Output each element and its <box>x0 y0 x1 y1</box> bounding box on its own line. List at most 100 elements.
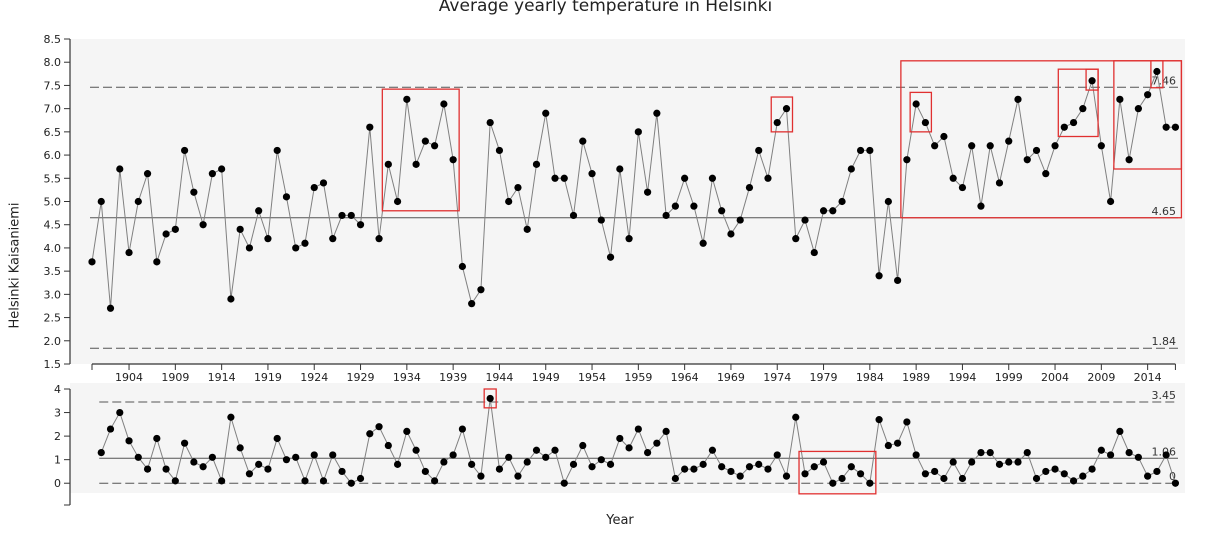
data-point <box>1134 105 1142 113</box>
data-point <box>792 413 800 421</box>
data-point <box>671 202 679 210</box>
data-point <box>542 109 550 117</box>
data-point <box>421 137 429 145</box>
data-point <box>1023 449 1031 457</box>
data-point <box>301 477 309 485</box>
data-point <box>1153 467 1161 476</box>
data-point <box>718 207 726 215</box>
data-point <box>412 446 420 454</box>
data-point <box>97 449 105 457</box>
data-point <box>569 460 578 468</box>
y-tick-label: 3.5 <box>44 265 62 278</box>
data-point <box>495 465 504 473</box>
data-point <box>1042 170 1050 178</box>
data-point <box>319 179 328 187</box>
data-point <box>958 183 967 192</box>
y-tick-label: 3.0 <box>44 288 62 301</box>
data-point <box>579 441 587 450</box>
data-point <box>412 160 420 168</box>
data-point <box>1097 142 1105 150</box>
data-point <box>764 174 772 182</box>
data-point <box>847 165 855 173</box>
data-point <box>940 474 948 483</box>
data-point <box>403 95 411 103</box>
data-point <box>514 183 522 192</box>
data-point <box>949 458 957 466</box>
data-point <box>931 142 939 150</box>
data-point <box>995 460 1004 468</box>
data-point <box>1014 95 1022 103</box>
data-point <box>1005 458 1013 466</box>
data-point <box>356 474 365 483</box>
data-point <box>125 248 133 257</box>
data-point <box>1134 453 1142 461</box>
data-point <box>403 427 411 435</box>
data-point <box>199 463 207 471</box>
data-point <box>134 197 142 206</box>
data-point <box>856 470 865 478</box>
data-point <box>421 467 429 476</box>
x-tick-label: 1999 <box>995 371 1023 384</box>
data-point <box>375 235 383 243</box>
data-point <box>644 188 652 196</box>
x-tick-label: 1949 <box>532 371 560 384</box>
x-tick-label: 1919 <box>254 371 282 384</box>
data-point <box>727 230 735 238</box>
data-point <box>218 165 226 173</box>
x-tick-label: 1939 <box>439 371 467 384</box>
data-point <box>440 458 448 466</box>
data-point <box>597 456 605 464</box>
x-tick-label: 1954 <box>578 371 606 384</box>
data-point <box>393 460 402 468</box>
data-point <box>236 225 244 233</box>
data-point <box>662 211 670 220</box>
data-point <box>903 418 911 426</box>
data-point <box>718 463 726 471</box>
y-tick-label: 8.0 <box>44 56 62 69</box>
data-point <box>227 413 235 421</box>
data-point <box>810 463 818 471</box>
data-point <box>931 467 939 476</box>
reference-line-label: 4.65 <box>1152 205 1177 218</box>
data-point <box>384 160 392 168</box>
data-point <box>264 235 272 243</box>
data-point <box>143 170 152 178</box>
data-point <box>431 477 439 485</box>
data-point <box>449 156 457 164</box>
data-point <box>384 441 392 450</box>
data-point <box>338 467 346 476</box>
data-point <box>190 458 198 466</box>
data-point <box>255 207 263 215</box>
data-point <box>625 444 633 452</box>
data-point <box>773 451 781 459</box>
data-point <box>292 453 300 461</box>
data-point <box>560 174 568 182</box>
data-point <box>792 235 800 243</box>
data-point <box>310 183 318 192</box>
data-point <box>829 207 837 215</box>
x-tick-label: 1944 <box>485 371 513 384</box>
data-point <box>866 146 874 155</box>
data-point <box>681 174 689 182</box>
data-point <box>699 239 707 247</box>
data-point <box>292 244 300 252</box>
data-point <box>977 202 985 210</box>
data-point <box>208 453 216 461</box>
x-tick-label: 1974 <box>763 371 791 384</box>
x-tick-label: 1934 <box>393 371 421 384</box>
data-point <box>116 408 124 417</box>
data-point <box>958 474 967 483</box>
reference-line-label: 0 <box>1169 470 1176 483</box>
data-point <box>273 146 281 155</box>
data-point <box>921 470 930 478</box>
x-tick-label: 2004 <box>1041 371 1069 384</box>
data-point <box>1060 470 1068 478</box>
data-point <box>616 434 624 443</box>
data-point <box>227 295 235 303</box>
data-point <box>1014 458 1022 466</box>
data-point <box>468 460 476 468</box>
data-point <box>995 179 1004 187</box>
data-point <box>134 453 142 461</box>
data-point <box>829 479 837 487</box>
